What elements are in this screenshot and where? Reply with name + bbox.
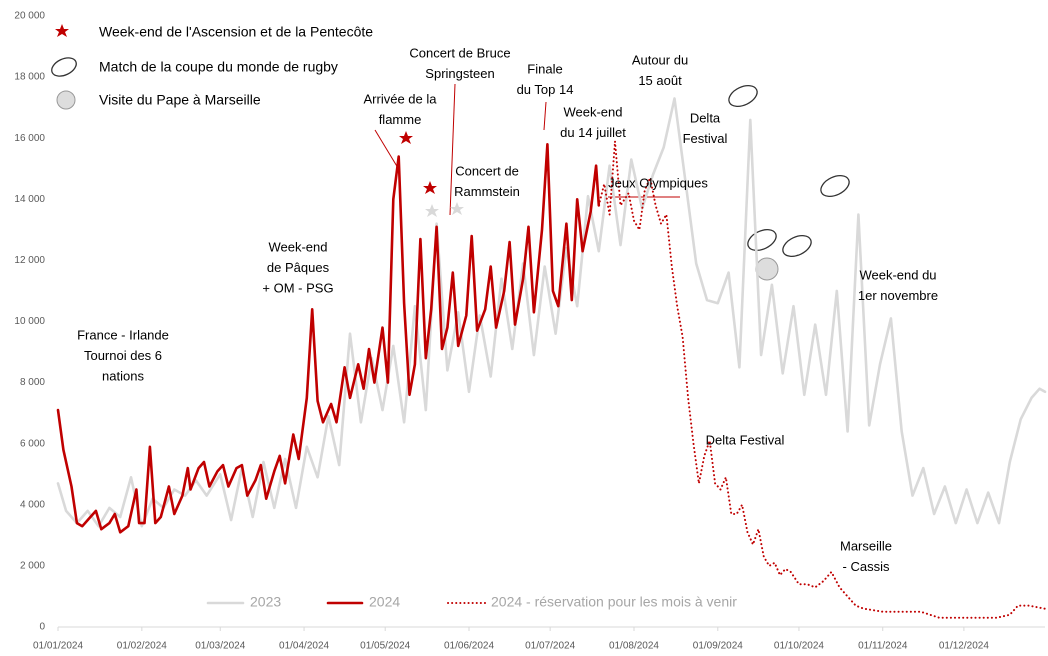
annotation: Jeux Olympiques bbox=[608, 175, 708, 190]
y-tick-label: 0 bbox=[39, 622, 45, 633]
x-tick-label: 01/11/2024 bbox=[858, 641, 908, 651]
rugby-icon bbox=[747, 229, 777, 251]
y-tick-label: 10 000 bbox=[14, 316, 45, 327]
rugby-icon bbox=[728, 85, 758, 107]
annotation: flamme bbox=[379, 112, 422, 127]
annotation: Delta Festival bbox=[706, 432, 785, 447]
star-icon bbox=[55, 24, 69, 37]
pope-icon bbox=[56, 90, 76, 110]
annotation: + OM - PSG bbox=[262, 280, 333, 295]
leader-line bbox=[449, 83, 456, 216]
star-icon bbox=[399, 131, 413, 144]
legend-label: 2024 bbox=[369, 594, 400, 610]
leader-line bbox=[374, 129, 399, 169]
annotation: Week-end du bbox=[859, 267, 936, 282]
legend-label: 2023 bbox=[250, 594, 281, 610]
annotation: Arrivée de la bbox=[364, 91, 438, 106]
annotation: Tournoi des 6 bbox=[84, 348, 162, 363]
x-tick-label: 01/08/2024 bbox=[609, 641, 659, 651]
x-tick-label: 01/10/2024 bbox=[774, 641, 824, 651]
series-line bbox=[56, 97, 1047, 528]
series-line bbox=[56, 143, 601, 534]
y-tick-label: 8 000 bbox=[20, 377, 45, 388]
series-line bbox=[597, 140, 1046, 619]
icons bbox=[51, 24, 850, 281]
y-tick-label: 6 000 bbox=[20, 438, 45, 449]
annotation: Finale bbox=[527, 61, 562, 76]
annotation: du Top 14 bbox=[517, 82, 574, 97]
y-tick-label: 12 000 bbox=[14, 255, 45, 266]
y-tick-label: 18 000 bbox=[14, 72, 45, 83]
annotation: Autour du bbox=[632, 52, 688, 67]
y-tick-label: 2 000 bbox=[20, 561, 45, 572]
y-tick-label: 16 000 bbox=[14, 133, 45, 144]
x-tick-label: 01/01/2024 bbox=[33, 641, 83, 651]
star-icon bbox=[450, 202, 464, 215]
annotation: Concert de bbox=[455, 163, 519, 178]
annotation: Springsteen bbox=[425, 66, 494, 81]
y-tick-label: 20 000 bbox=[14, 11, 45, 22]
star-icon bbox=[425, 204, 439, 217]
annotation: 1er novembre bbox=[858, 288, 938, 303]
annotation: Week-end bbox=[563, 104, 622, 119]
annotation: - Cassis bbox=[843, 559, 890, 574]
annotation: Festival bbox=[683, 131, 728, 146]
leader-line bbox=[543, 101, 547, 131]
x-tick-label: 01/04/2024 bbox=[279, 641, 329, 651]
leader-lines bbox=[374, 83, 680, 216]
annotation: Rammstein bbox=[454, 184, 520, 199]
y-tick-label: 4 000 bbox=[20, 499, 45, 510]
annotation: nations bbox=[102, 368, 144, 383]
annotation: Concert de Bruce bbox=[409, 45, 510, 60]
x-tick-label: 01/12/2024 bbox=[939, 641, 989, 651]
rugby-icon bbox=[782, 235, 812, 257]
star-icon bbox=[423, 181, 437, 194]
rugby-icon bbox=[820, 175, 850, 197]
x-tick-label: 01/09/2024 bbox=[693, 641, 743, 651]
x-tick-label: 01/02/2024 bbox=[117, 641, 167, 651]
annotation: Week-end bbox=[268, 239, 327, 254]
marker-legend-label: Match de la coupe du monde de rugby bbox=[99, 59, 338, 75]
x-tick-label: 01/05/2024 bbox=[360, 641, 410, 651]
marker-legend-label: Week-end de l'Ascension et de la Pentecô… bbox=[99, 24, 373, 40]
y-tick-label: 14 000 bbox=[14, 194, 45, 205]
legend-label: 2024 - réservation pour les mois à venir bbox=[491, 594, 737, 610]
x-tick-label: 01/07/2024 bbox=[525, 641, 575, 651]
x-tick-label: 01/03/2024 bbox=[195, 641, 245, 651]
marker-legend-label: Visite du Pape à Marseille bbox=[99, 92, 261, 108]
pope-icon bbox=[755, 257, 779, 281]
annotation: Delta bbox=[690, 110, 721, 125]
rugby-icon bbox=[51, 57, 77, 77]
annotation: 15 août bbox=[638, 73, 682, 88]
annotation: Marseille bbox=[840, 538, 892, 553]
x-tick-label: 01/06/2024 bbox=[444, 641, 494, 651]
annotation: France - Irlande bbox=[77, 327, 169, 342]
annotation: de Pâques bbox=[267, 260, 330, 275]
annotation: du 14 juillet bbox=[560, 125, 626, 140]
